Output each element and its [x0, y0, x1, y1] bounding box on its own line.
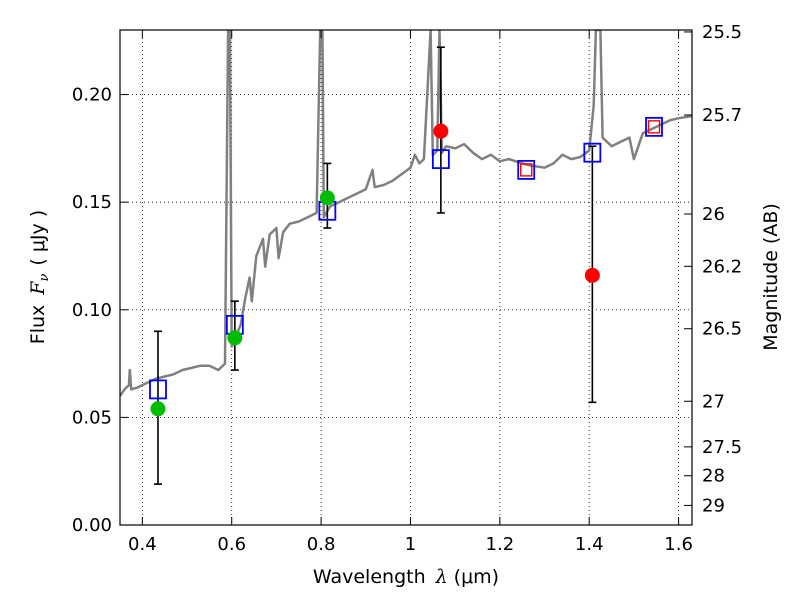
x-tick-label: 1.2: [486, 534, 515, 555]
axes: 0.4 0.6 0.8 1 1.2 1.4 1.6 0.00 0.05 0.10 0.15 0.20 2…: [72, 22, 742, 555]
y-tick-label: 0.10: [72, 300, 112, 321]
mag-tick-label: 26.5: [702, 319, 742, 340]
y-axis-label: FluxFν( μJy ): [27, 210, 52, 344]
red-square-marker: [647, 120, 661, 134]
mag-tick-label: 27: [702, 391, 725, 412]
mag-tick-label: 25.7: [702, 105, 742, 126]
y-tick-label: 0.00: [72, 515, 112, 536]
green-observed-point: [319, 190, 335, 206]
model-spectrum-line: [120, 30, 692, 397]
model-photometry-square: [517, 159, 536, 180]
x-tick-label: 0.8: [307, 534, 336, 555]
model-photometry-square: [583, 142, 602, 163]
plot-area: [120, 30, 692, 526]
red-observed-point: [433, 123, 449, 139]
right-axis-label: Magnitude (AB): [760, 203, 782, 351]
mag-tick-label: 25.5: [702, 22, 742, 43]
green-observed-point: [227, 330, 243, 346]
model-photometry-square: [149, 379, 167, 400]
axes-frame: [119, 29, 693, 526]
mag-tick-label: 28: [702, 466, 725, 487]
x-tick-label: 0.4: [128, 534, 157, 555]
y-tick-label: 0.20: [72, 85, 112, 106]
x-tick-label: 1.6: [664, 534, 693, 555]
model-photometry-square: [645, 116, 663, 137]
green-observed-point: [150, 401, 166, 417]
x-axis-label: Wavelength λ (μm): [313, 566, 499, 588]
red-square-marker: [520, 163, 533, 177]
x-tick-label: 1: [405, 534, 416, 555]
x-tick-label: 0.6: [217, 534, 246, 555]
plot-content: [120, 30, 692, 485]
red-observed-point: [584, 267, 600, 283]
mag-tick-label: 29: [702, 495, 725, 516]
mag-tick-label: 26: [702, 204, 725, 225]
y-tick-label: 0.05: [72, 407, 112, 428]
y-tick-label: 0.15: [72, 192, 112, 213]
x-tick-label: 1.4: [575, 534, 604, 555]
mag-tick-label: 26.2: [702, 256, 742, 277]
mag-tick-label: 27.5: [702, 437, 742, 458]
model-photometry-square: [431, 149, 450, 170]
